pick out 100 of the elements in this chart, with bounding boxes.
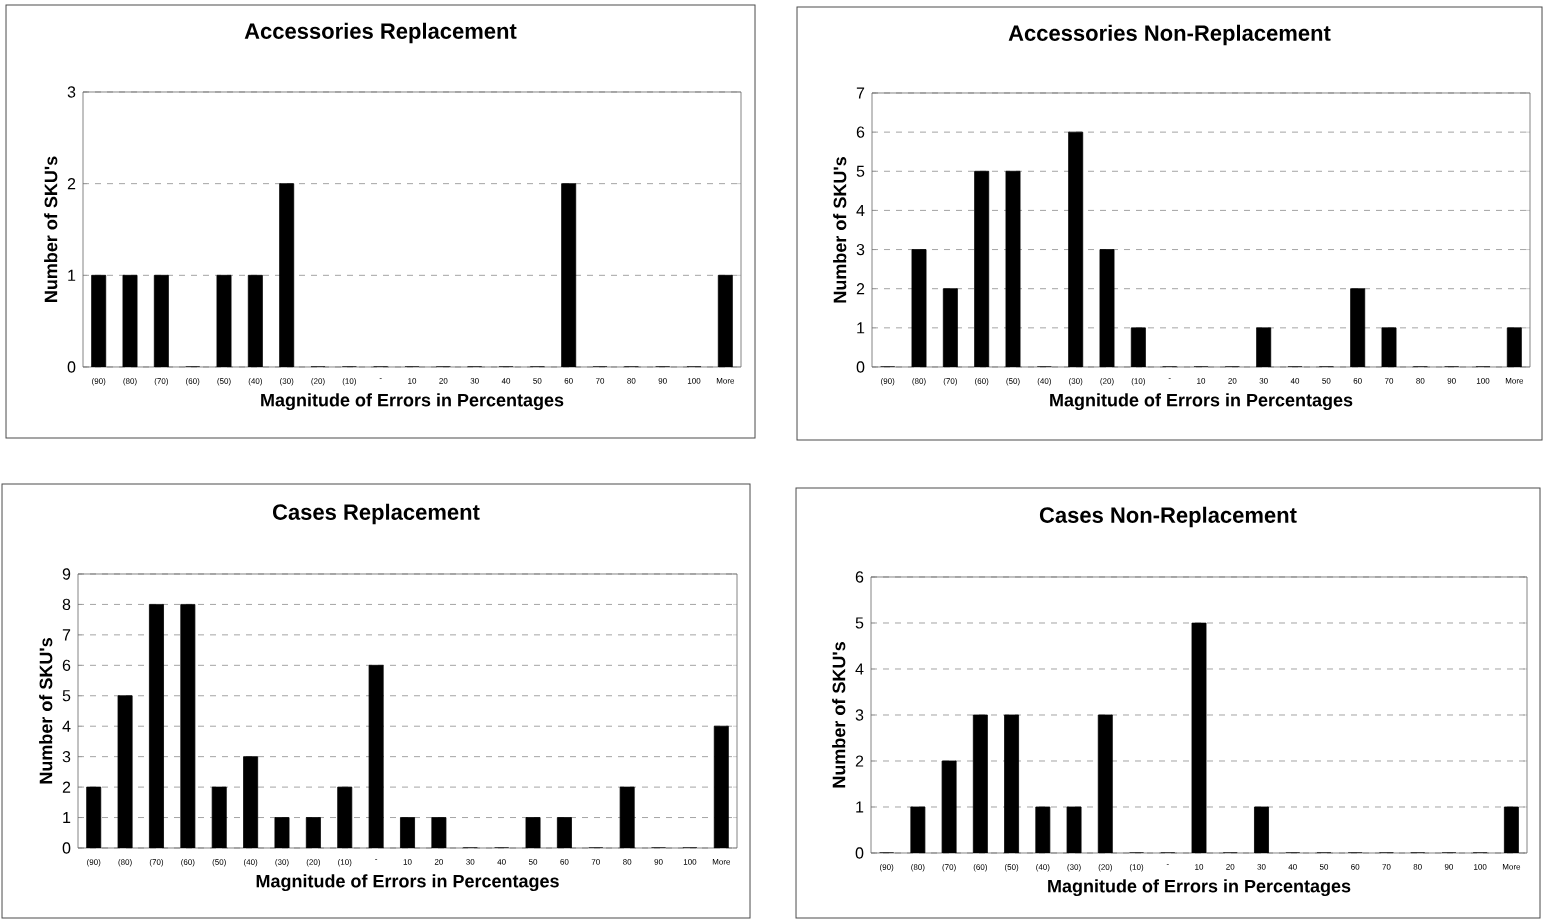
x-tick-label: (30) [1067,864,1081,872]
x-tick-label: 50 [533,378,542,384]
y-tick-label: 3 [856,243,865,256]
y-tick-label: 2 [856,283,865,295]
x-axis-title: Magnitude of Errors in Percentages [1050,393,1353,411]
x-tick-label: (40) [248,378,262,386]
x-tick-label: (50) [1004,864,1019,872]
chart-title: Accessories Replacement [244,22,517,44]
x-tick-label: (40) [243,859,258,867]
x-tick-label: (60) [975,378,989,386]
x-tick-label: 10 [1195,864,1204,870]
x-tick-label: (10) [1131,378,1145,386]
x-tick-label: (60) [973,864,987,872]
x-tick-label: (60) [181,859,195,867]
x-tick-label: 80 [623,859,632,865]
x-tick-label: (90) [881,378,895,386]
y-axis-title: Number of SKU's [39,638,53,784]
y-tick-label: 4 [62,720,71,732]
x-tick-label: More [1502,864,1521,870]
y-tick-label: 0 [67,361,76,373]
x-tick-label: 10 [403,859,412,865]
x-tick-label: (10) [1129,864,1144,872]
x-tick-label: 70 [591,859,600,865]
x-tick-label: (80) [123,378,137,386]
y-tick-label: 6 [855,571,864,583]
y-axis-title: Number of SKU's [833,157,847,303]
x-axis-title: Magnitude of Errors in Percentages [1048,879,1351,897]
x-tick-label: 50 [1322,378,1331,384]
x-axis-title: Magnitude of Errors in Percentages [256,874,559,892]
y-tick-label: 3 [855,709,864,721]
y-tick-label: 4 [856,204,865,216]
x-tick-label: 40 [497,859,506,865]
x-tick-label: 100 [687,378,701,384]
x-tick-label: 80 [1416,378,1425,384]
y-tick-label: 5 [856,165,865,177]
x-tick-label: 70 [1384,378,1394,384]
x-tick-label: 100 [1476,378,1490,384]
y-tick-label: 1 [857,322,865,334]
y-tick-label: 1 [63,812,71,824]
x-tick-label: 90 [654,859,663,865]
x-tick-label: 50 [528,859,538,865]
x-tick-label: - [1168,378,1171,379]
y-tick-label: 2 [62,781,71,793]
y-tick-label: 2 [855,755,864,767]
x-tick-label: (10) [342,378,356,386]
x-tick-label: 50 [1319,864,1329,870]
x-tick-label: More [1505,378,1524,384]
x-tick-label: (70) [154,378,168,386]
x-tick-label: 60 [1351,864,1360,870]
x-tick-label: 100 [683,859,697,865]
x-tick-label: (80) [911,864,925,872]
x-tick-label: (50) [1006,378,1020,386]
y-tick-label: 3 [67,86,76,98]
x-tick-label: 20 [434,859,444,865]
x-tick-label: (10) [338,859,352,867]
x-tick-label: 70 [1382,864,1391,870]
x-tick-label: 60 [564,378,573,384]
x-tick-label: 90 [1447,378,1456,384]
x-axis-title: Magnitude of Errors in Percentages [261,393,564,411]
x-tick-label: (30) [275,859,289,867]
x-tick-label: 30 [466,859,475,865]
x-tick-label: (40) [1037,378,1051,386]
x-tick-label: 40 [1288,864,1297,870]
x-tick-label: (60) [186,378,200,386]
x-tick-label: (70) [943,378,957,386]
x-tick-label: (70) [149,859,164,867]
y-tick-label: 2 [67,178,76,190]
x-tick-label: 60 [1353,378,1362,384]
x-tick-label: 100 [1474,864,1487,870]
x-tick-label: (40) [1036,864,1050,872]
x-tick-label: 80 [1413,864,1422,870]
x-tick-label: (30) [280,378,294,386]
x-tick-label: (80) [912,378,926,386]
x-tick-label: (50) [212,859,226,867]
x-tick-label: 40 [501,378,511,384]
y-tick-label: 1 [68,269,76,281]
y-axis-title: Number of SKU's [44,156,58,302]
x-tick-label: More [712,859,731,865]
x-tick-label: 30 [1257,864,1266,870]
x-tick-label: (90) [92,378,106,386]
x-tick-label: - [375,859,378,860]
chart-title: Cases Non-Replacement [1039,506,1297,528]
y-tick-label: 3 [62,750,71,763]
x-tick-label: - [379,378,382,379]
x-tick-label: (20) [1100,378,1114,386]
x-tick-label: 70 [595,378,605,384]
x-tick-label: 20 [439,378,448,384]
x-tick-label: (50) [217,378,231,386]
x-tick-label: (30) [1069,378,1083,386]
x-tick-label: (20) [1098,864,1112,872]
y-tick-label: 0 [62,842,71,854]
x-tick-label: 80 [627,378,636,384]
y-tick-label: 6 [62,659,71,671]
x-tick-label: 30 [1259,378,1268,384]
y-tick-label: 6 [856,126,865,138]
x-tick-label: 90 [658,378,667,384]
y-tick-label: 5 [62,690,71,702]
x-tick-label: 10 [1197,378,1206,384]
x-tick-label: (90) [880,864,894,872]
x-tick-label: 20 [1226,864,1235,870]
